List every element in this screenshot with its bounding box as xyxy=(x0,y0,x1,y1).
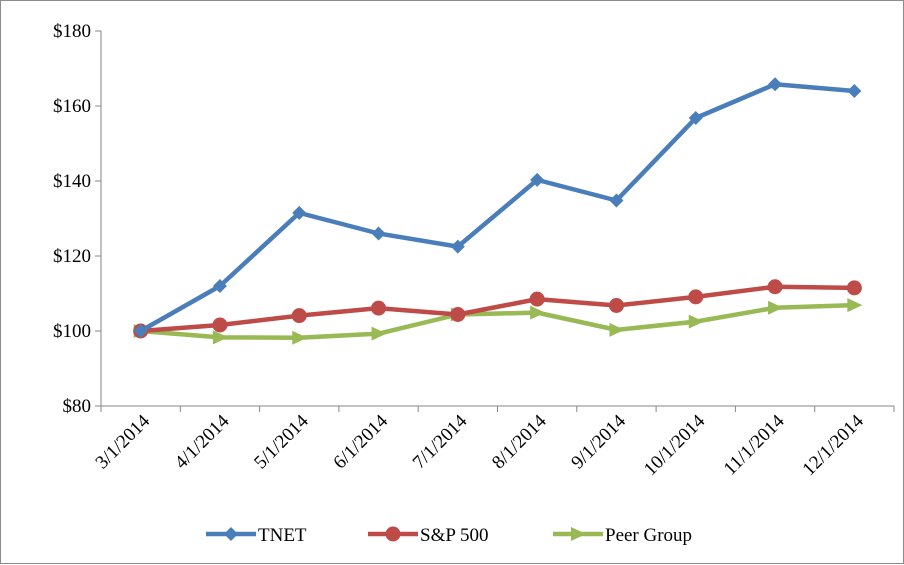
series-s-p-500 xyxy=(133,279,862,339)
data-point-s-p-500 xyxy=(767,279,783,295)
legend-label: S&P 500 xyxy=(420,525,488,546)
data-point-tnet xyxy=(133,324,148,338)
data-point-tnet xyxy=(530,172,545,187)
data-point-s-p-500 xyxy=(371,300,387,316)
data-point-s-p-500 xyxy=(212,317,228,333)
y-tick-label: $100 xyxy=(53,321,91,342)
data-point-peer-group xyxy=(609,322,625,337)
data-point-tnet xyxy=(688,111,703,125)
y-axis-ticks: $80 $100 $120 $140 $160 $180 xyxy=(53,21,101,417)
data-point-peer-group xyxy=(688,314,704,329)
y-tick-label: $180 xyxy=(53,21,91,42)
x-axis-ticks: 3/1/2014 4/1/2014 5/1/2014 6/1/2014 7/1/2014… xyxy=(92,406,895,480)
x-tick-label: 10/1/2014 xyxy=(640,410,710,480)
data-point-tnet xyxy=(847,84,862,98)
legend-item-tnet: TNET xyxy=(206,525,307,546)
x-tick-label: 7/1/2014 xyxy=(409,410,472,473)
data-point-peer-group xyxy=(212,330,228,345)
data-point-s-p-500 xyxy=(291,308,307,324)
legend-item-s-p-500: S&P 500 xyxy=(368,525,488,546)
y-tick-label: $140 xyxy=(53,171,91,192)
y-tick-label: $80 xyxy=(63,396,92,417)
y-tick-label: $120 xyxy=(53,246,91,267)
legend-item-peer-group: Peer Group xyxy=(553,525,692,546)
x-tick-label: 8/1/2014 xyxy=(488,410,551,473)
data-point-peer-group xyxy=(847,298,863,313)
y-tick-label: $160 xyxy=(53,96,91,117)
series-lines xyxy=(133,77,863,345)
legend: TNET S&P 500 Peer Group xyxy=(206,525,692,546)
data-point-peer-group xyxy=(292,330,308,345)
data-point-s-p-500 xyxy=(846,280,862,296)
series-line-s-p-500 xyxy=(138,284,857,334)
x-tick-label: 9/1/2014 xyxy=(567,410,630,473)
data-point-tnet xyxy=(768,77,783,92)
legend-label: TNET xyxy=(258,525,307,546)
series-line-peer-group xyxy=(138,302,857,340)
data-point-s-p-500 xyxy=(608,298,624,313)
data-point-peer-group xyxy=(371,326,387,341)
x-tick-label: 6/1/2014 xyxy=(329,410,392,473)
x-tick-label: 11/1/2014 xyxy=(720,410,789,479)
x-tick-label: 5/1/2014 xyxy=(250,410,313,473)
series-tnet xyxy=(133,77,862,338)
data-point-peer-group xyxy=(530,305,546,320)
legend-swatch-marker xyxy=(385,526,401,542)
legend-swatch-marker xyxy=(224,527,238,541)
data-point-tnet xyxy=(212,279,227,293)
legend-swatch-marker xyxy=(571,527,586,541)
data-point-tnet xyxy=(292,205,307,220)
x-tick-label: 4/1/2014 xyxy=(171,410,234,473)
data-point-tnet xyxy=(450,239,465,254)
data-point-peer-group xyxy=(768,300,784,315)
data-point-s-p-500 xyxy=(529,291,545,307)
data-point-tnet xyxy=(609,193,624,208)
series-line-tnet xyxy=(138,82,857,334)
x-tick-label: 3/1/2014 xyxy=(92,410,155,473)
data-point-s-p-500 xyxy=(450,307,466,322)
legend-label: Peer Group xyxy=(605,525,692,546)
data-point-s-p-500 xyxy=(688,289,704,305)
x-tick-label: 12/1/2014 xyxy=(799,410,869,480)
data-point-tnet xyxy=(371,226,386,241)
